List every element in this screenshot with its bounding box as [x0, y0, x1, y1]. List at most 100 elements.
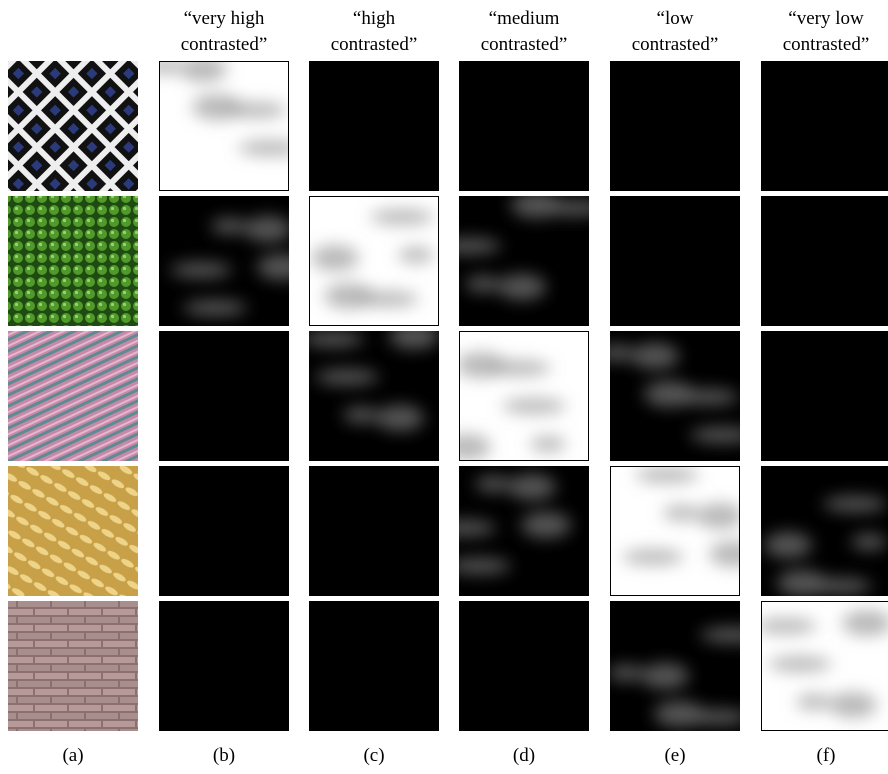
- blob: [443, 434, 491, 460]
- response-map: [761, 196, 888, 326]
- input-texture: [8, 466, 138, 596]
- blob: [343, 407, 379, 423]
- response-map: [159, 601, 289, 731]
- column-header: “very low: [788, 8, 864, 29]
- blob: [755, 618, 817, 634]
- blob: [170, 262, 232, 278]
- map-bg: [761, 331, 888, 461]
- map-bg: [610, 196, 740, 326]
- blob: [598, 345, 634, 361]
- column-label: (a): [62, 745, 83, 766]
- blob: [544, 200, 606, 216]
- column-label: (c): [363, 745, 384, 766]
- map-bg: [610, 61, 740, 191]
- blob: [489, 360, 551, 376]
- column-header: “low: [657, 8, 694, 29]
- blob: [829, 692, 877, 718]
- blob: [370, 209, 434, 225]
- response-map: [159, 466, 289, 596]
- blob: [465, 276, 501, 292]
- map-bg: [159, 601, 289, 731]
- response-map: [434, 466, 589, 596]
- map-bg: [459, 61, 589, 191]
- blob: [530, 436, 566, 452]
- map-bg: [159, 331, 289, 461]
- map-bg: [459, 601, 589, 731]
- map-bg: [761, 61, 888, 191]
- input-texture: [8, 196, 138, 326]
- response-map: [610, 466, 759, 596]
- input-texture: [8, 331, 138, 461]
- response-map: [159, 196, 307, 326]
- map-bg: [761, 466, 888, 596]
- response-map: [146, 56, 302, 191]
- blob: [244, 216, 292, 242]
- blob: [315, 369, 379, 385]
- map-bg: [309, 61, 439, 191]
- response-map: [610, 61, 740, 191]
- blob: [376, 405, 424, 431]
- response-map: [459, 601, 589, 731]
- blob: [257, 254, 307, 280]
- figure: “very highcontrasted”“highcontrasted”“me…: [0, 0, 888, 769]
- response-map: [761, 466, 888, 596]
- map-bg: [610, 466, 740, 596]
- blob: [521, 512, 571, 538]
- blob: [357, 291, 419, 307]
- blob: [796, 694, 832, 710]
- response-map: [608, 601, 764, 731]
- blob: [183, 300, 247, 316]
- column-header: contrasted”: [783, 34, 870, 55]
- blob: [502, 398, 566, 414]
- blob: [475, 476, 511, 492]
- blob: [700, 627, 764, 643]
- column-label: (d): [513, 745, 535, 766]
- response-map: [309, 61, 439, 191]
- blob: [641, 663, 689, 689]
- blob: [810, 578, 872, 594]
- map-bg: [309, 331, 439, 461]
- image-grid: [8, 56, 888, 731]
- column-label: (b): [213, 745, 235, 766]
- response-map: [309, 196, 439, 326]
- map-bg: [309, 601, 439, 731]
- input-texture: [8, 61, 138, 191]
- column-header: contrasted”: [481, 34, 568, 55]
- column-header: contrasted”: [181, 34, 268, 55]
- blob: [398, 247, 434, 263]
- blob: [687, 709, 749, 725]
- response-map: [437, 192, 606, 326]
- column-header: “medium: [489, 8, 560, 29]
- blob: [238, 140, 302, 156]
- response-map: [761, 331, 888, 461]
- blob: [677, 389, 739, 405]
- blob: [437, 238, 501, 254]
- page: {"headers": [["“very high", "contrasted”…: [0, 0, 888, 769]
- column-label: (f): [817, 745, 836, 766]
- blob: [508, 474, 556, 500]
- blob: [211, 218, 247, 234]
- map-bg: [159, 466, 289, 596]
- blob: [663, 505, 699, 521]
- blob: [179, 56, 227, 82]
- blob: [768, 656, 832, 672]
- blob: [498, 274, 546, 300]
- column-header: contrasted”: [331, 34, 418, 55]
- blob: [622, 549, 684, 565]
- response-map: [755, 601, 888, 731]
- response-map: [459, 61, 589, 191]
- map-bg: [761, 196, 888, 326]
- input-texture: [8, 601, 138, 731]
- blob: [311, 245, 359, 271]
- response-map: [761, 61, 888, 191]
- blob: [635, 467, 699, 483]
- blob: [146, 58, 182, 74]
- column-header: contrasted”: [632, 34, 719, 55]
- blob: [851, 534, 887, 550]
- map-bg: [159, 61, 289, 191]
- blob: [608, 665, 644, 681]
- response-map: [443, 331, 589, 461]
- blob: [764, 532, 812, 558]
- response-map: [610, 196, 740, 326]
- column-label: (e): [664, 745, 685, 766]
